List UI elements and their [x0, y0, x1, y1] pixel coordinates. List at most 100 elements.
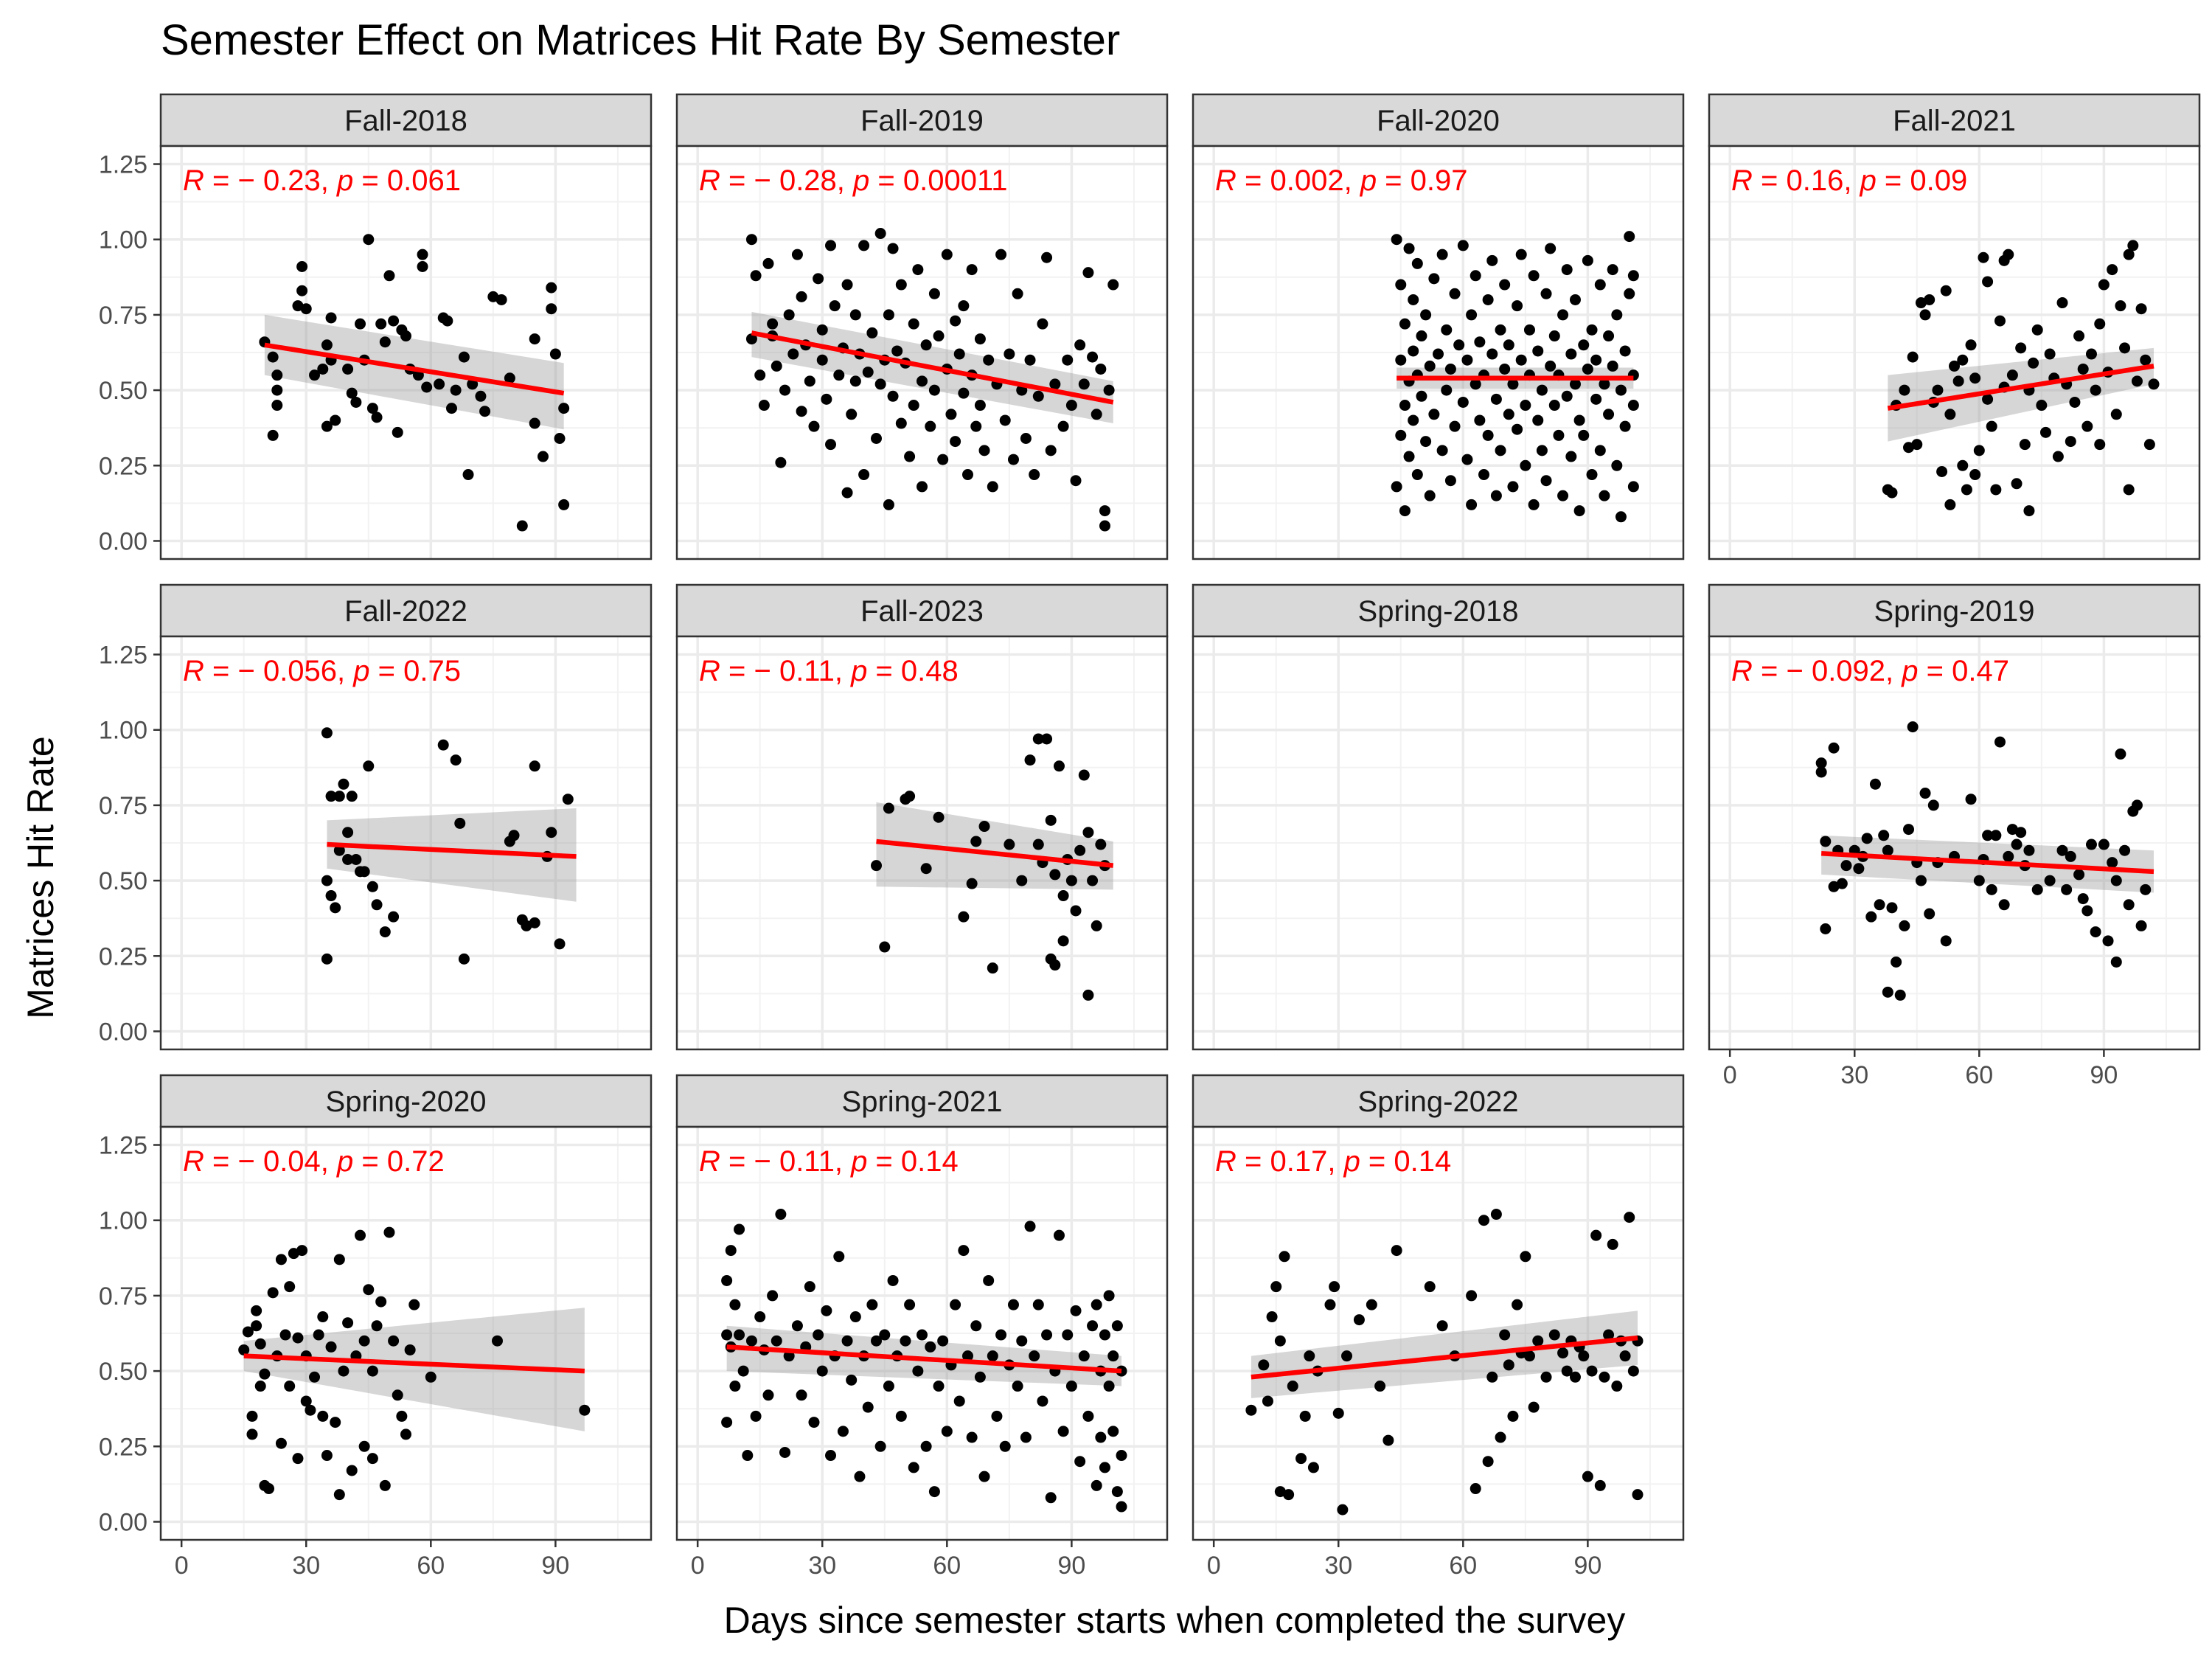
- data-point: [1341, 1350, 1353, 1362]
- data-point: [346, 791, 358, 802]
- data-point: [966, 264, 978, 276]
- data-point: [950, 1299, 961, 1310]
- data-point: [1582, 1471, 1593, 1482]
- data-point: [2090, 926, 2101, 938]
- data-point: [300, 1395, 312, 1407]
- data-point: [458, 351, 470, 363]
- data-point: [2031, 883, 2043, 895]
- data-point: [275, 1437, 287, 1449]
- data-point: [1078, 378, 1090, 390]
- data-point: [1573, 505, 1585, 517]
- data-point: [288, 1248, 299, 1260]
- facet-strip: [675, 583, 1169, 638]
- data-point: [325, 1341, 337, 1353]
- data-point: [2094, 439, 2106, 451]
- data-point: [1057, 420, 1069, 432]
- data-point: [1037, 318, 1048, 330]
- y-tick-label: 0.75: [99, 1282, 147, 1310]
- data-point: [425, 1371, 437, 1383]
- data-point: [1470, 378, 1481, 390]
- data-point: [1107, 1350, 1119, 1362]
- data-point: [2110, 875, 2122, 886]
- data-point: [546, 827, 557, 839]
- data-point: [1486, 348, 1498, 360]
- data-point: [742, 1450, 754, 1462]
- data-point: [1408, 294, 1419, 305]
- data-point: [816, 354, 828, 366]
- data-point: [721, 1274, 733, 1286]
- data-point: [1478, 1215, 1489, 1226]
- data-point: [1557, 490, 1569, 501]
- data-point: [284, 1381, 296, 1392]
- correlation-label: R = − 0.056, p = 0.75: [183, 655, 461, 687]
- data-point: [928, 288, 940, 299]
- data-point: [1899, 920, 1910, 931]
- data-point: [1032, 733, 1044, 745]
- data-point: [1029, 1350, 1040, 1362]
- data-point: [1103, 1290, 1115, 1302]
- data-point: [1590, 393, 1602, 405]
- data-point: [1420, 436, 1432, 448]
- data-point: [1283, 1489, 1295, 1501]
- data-point: [1582, 363, 1593, 375]
- data-point: [1482, 1456, 1494, 1468]
- regression-line: [327, 841, 577, 859]
- data-point: [2031, 324, 2043, 336]
- data-point: [1919, 309, 1931, 321]
- data-point: [1624, 288, 1635, 299]
- data-point: [1016, 875, 1028, 886]
- facet-panel: Fall-2018 R = − 0.23, p = 0.061 0.00 0.25 0.…: [99, 93, 653, 560]
- facet-strip-label: Fall-2021: [1893, 105, 2016, 137]
- data-point: [758, 400, 770, 412]
- data-point: [325, 791, 337, 802]
- data-point: [1553, 429, 1565, 441]
- facet-panel: Spring-2021 R = − 0.11, p = 0.14 0 30 60 90: [675, 1074, 1169, 1580]
- data-point: [895, 417, 907, 429]
- data-point: [529, 917, 540, 928]
- panel-border: [1708, 635, 2201, 1051]
- data-point: [825, 240, 837, 251]
- data-point: [858, 469, 870, 481]
- data-point: [895, 1410, 907, 1422]
- data-point: [1515, 249, 1527, 260]
- data-point: [1532, 345, 1544, 357]
- data-point: [246, 1428, 258, 1440]
- data-point: [1607, 1238, 1618, 1250]
- data-point: [1973, 875, 1985, 886]
- data-point: [379, 1479, 391, 1491]
- data-point: [1441, 384, 1453, 396]
- data-point: [1408, 414, 1419, 426]
- data-point: [970, 420, 982, 432]
- data-point: [358, 1440, 370, 1452]
- data-point: [1099, 505, 1110, 517]
- data-point: [841, 279, 853, 291]
- data-point: [371, 412, 383, 423]
- data-point: [305, 1404, 316, 1416]
- data-point: [1245, 1404, 1257, 1416]
- data-point: [1936, 465, 1948, 477]
- data-point: [1329, 1281, 1340, 1293]
- y-tick-label: 0.50: [99, 1358, 147, 1386]
- data-point: [529, 333, 540, 345]
- data-point: [350, 853, 362, 865]
- data-point: [479, 406, 491, 417]
- data-point: [2036, 400, 2048, 412]
- data-point: [1087, 875, 1099, 886]
- data-point: [379, 336, 391, 348]
- data-point: [1882, 844, 1893, 856]
- facet-strip-label: Fall-2023: [860, 595, 984, 628]
- data-point: [1965, 339, 1977, 351]
- data-point: [1099, 1329, 1110, 1341]
- data-point: [821, 393, 832, 405]
- data-point: [342, 1317, 354, 1329]
- data-point: [1532, 1335, 1544, 1347]
- data-point: [379, 926, 391, 938]
- data-point: [1924, 294, 1935, 305]
- data-point: [487, 291, 499, 302]
- data-point: [1424, 360, 1436, 372]
- data-point: [1091, 920, 1102, 931]
- data-point: [1004, 839, 1015, 850]
- data-point: [1337, 1504, 1349, 1516]
- data-point: [1324, 1299, 1336, 1310]
- data-point: [1020, 432, 1032, 444]
